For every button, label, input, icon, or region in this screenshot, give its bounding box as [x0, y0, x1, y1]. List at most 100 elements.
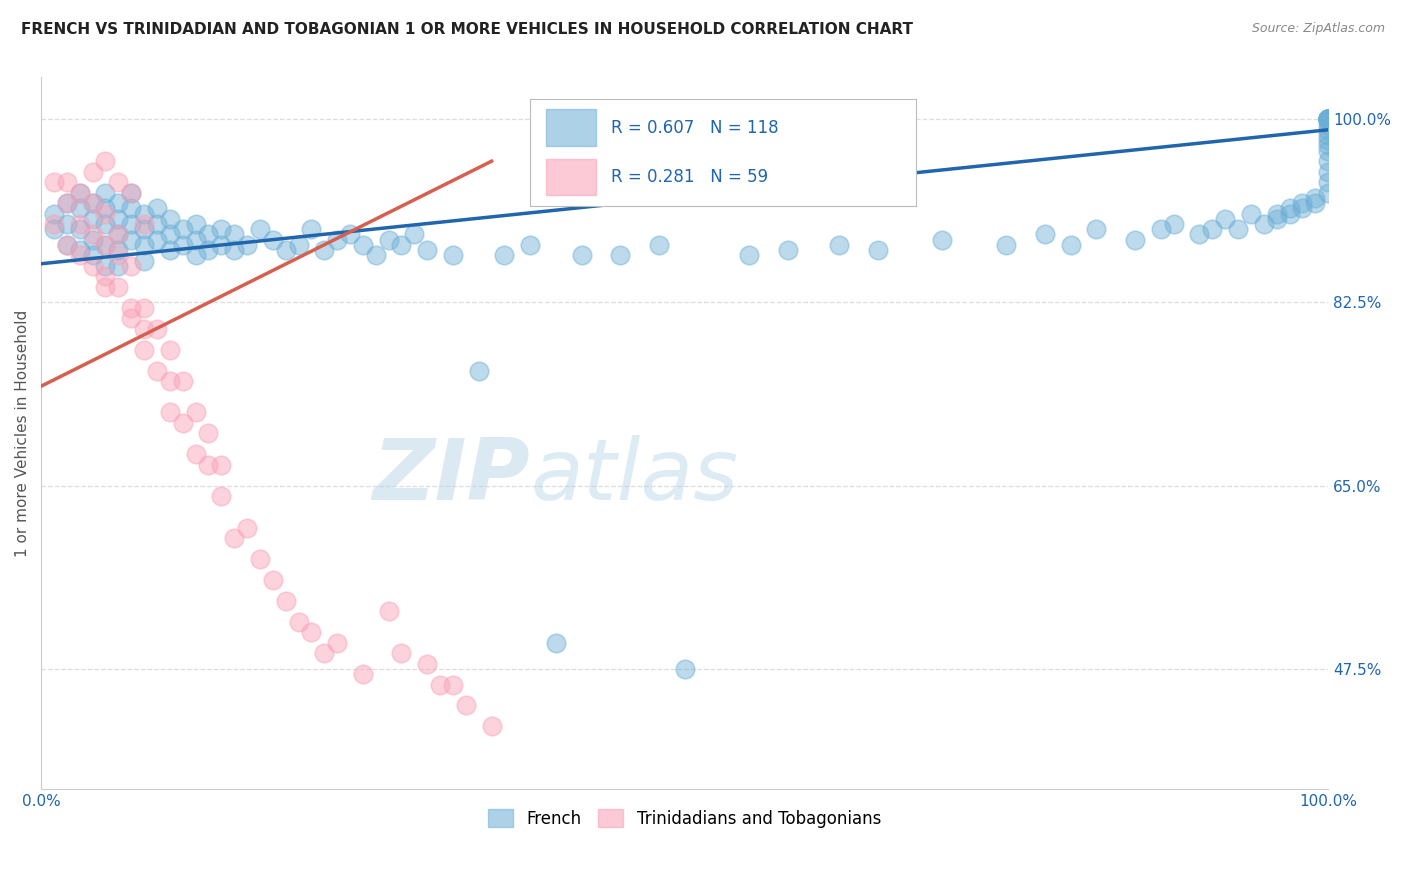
Point	[146, 363, 169, 377]
Point	[1291, 201, 1313, 215]
Point	[56, 238, 79, 252]
Point	[364, 248, 387, 262]
Point	[107, 175, 129, 189]
Point	[94, 269, 117, 284]
Point	[1265, 211, 1288, 226]
Point	[69, 243, 91, 257]
Text: atlas: atlas	[530, 434, 738, 517]
Legend: French, Trinidadians and Tobagonians: French, Trinidadians and Tobagonians	[481, 803, 887, 834]
Point	[69, 186, 91, 200]
Point	[481, 719, 503, 733]
Point	[107, 280, 129, 294]
Point	[120, 311, 142, 326]
Point	[197, 243, 219, 257]
Point	[1317, 118, 1340, 132]
Point	[159, 243, 181, 257]
Point	[42, 175, 65, 189]
Point	[416, 243, 439, 257]
Point	[82, 227, 104, 242]
Point	[94, 259, 117, 273]
Point	[352, 667, 374, 681]
Point	[1240, 206, 1263, 220]
Point	[1163, 217, 1185, 231]
Point	[146, 217, 169, 231]
Point	[1317, 122, 1340, 136]
Point	[56, 175, 79, 189]
Point	[159, 343, 181, 357]
Point	[120, 233, 142, 247]
Point	[1317, 138, 1340, 153]
Point	[94, 280, 117, 294]
Point	[544, 635, 567, 649]
Point	[377, 233, 399, 247]
Point	[441, 677, 464, 691]
Point	[1317, 186, 1340, 200]
Point	[197, 426, 219, 441]
Point	[494, 248, 516, 262]
Point	[107, 211, 129, 226]
Point	[197, 458, 219, 472]
Point	[441, 248, 464, 262]
Point	[1265, 206, 1288, 220]
Point	[776, 243, 799, 257]
Point	[339, 227, 361, 242]
Point	[1213, 211, 1236, 226]
Point	[184, 233, 207, 247]
Point	[467, 363, 489, 377]
Point	[132, 217, 155, 231]
Point	[1317, 128, 1340, 142]
Point	[94, 206, 117, 220]
Point	[995, 238, 1018, 252]
Point	[42, 217, 65, 231]
Point	[274, 243, 297, 257]
Point	[236, 238, 259, 252]
Point	[1317, 164, 1340, 178]
Point	[132, 321, 155, 335]
Point	[1317, 154, 1340, 169]
Point	[249, 222, 271, 236]
Point	[1123, 233, 1146, 247]
Point	[107, 227, 129, 242]
Point	[120, 301, 142, 315]
Point	[1317, 112, 1340, 127]
Point	[1317, 112, 1340, 127]
Point	[184, 248, 207, 262]
Point	[82, 259, 104, 273]
Point	[299, 222, 322, 236]
Point	[287, 615, 309, 629]
Point	[172, 238, 194, 252]
Point	[1033, 227, 1056, 242]
Point	[326, 233, 349, 247]
Point	[209, 458, 232, 472]
Point	[82, 196, 104, 211]
Point	[94, 201, 117, 215]
Point	[56, 196, 79, 211]
Point	[146, 233, 169, 247]
Point	[429, 677, 451, 691]
Point	[224, 531, 246, 545]
Point	[416, 657, 439, 671]
Point	[1060, 238, 1083, 252]
Point	[1317, 112, 1340, 127]
Point	[42, 206, 65, 220]
Point	[209, 222, 232, 236]
Point	[673, 662, 696, 676]
Point	[326, 635, 349, 649]
Point	[866, 243, 889, 257]
Point	[146, 321, 169, 335]
Point	[82, 233, 104, 247]
Point	[69, 222, 91, 236]
Point	[82, 248, 104, 262]
Point	[159, 374, 181, 388]
Point	[69, 248, 91, 262]
Point	[1317, 175, 1340, 189]
Point	[299, 625, 322, 640]
Point	[94, 238, 117, 252]
Point	[107, 248, 129, 262]
Point	[1317, 112, 1340, 127]
Point	[287, 238, 309, 252]
Point	[172, 222, 194, 236]
Point	[94, 217, 117, 231]
Point	[132, 301, 155, 315]
Point	[828, 238, 851, 252]
